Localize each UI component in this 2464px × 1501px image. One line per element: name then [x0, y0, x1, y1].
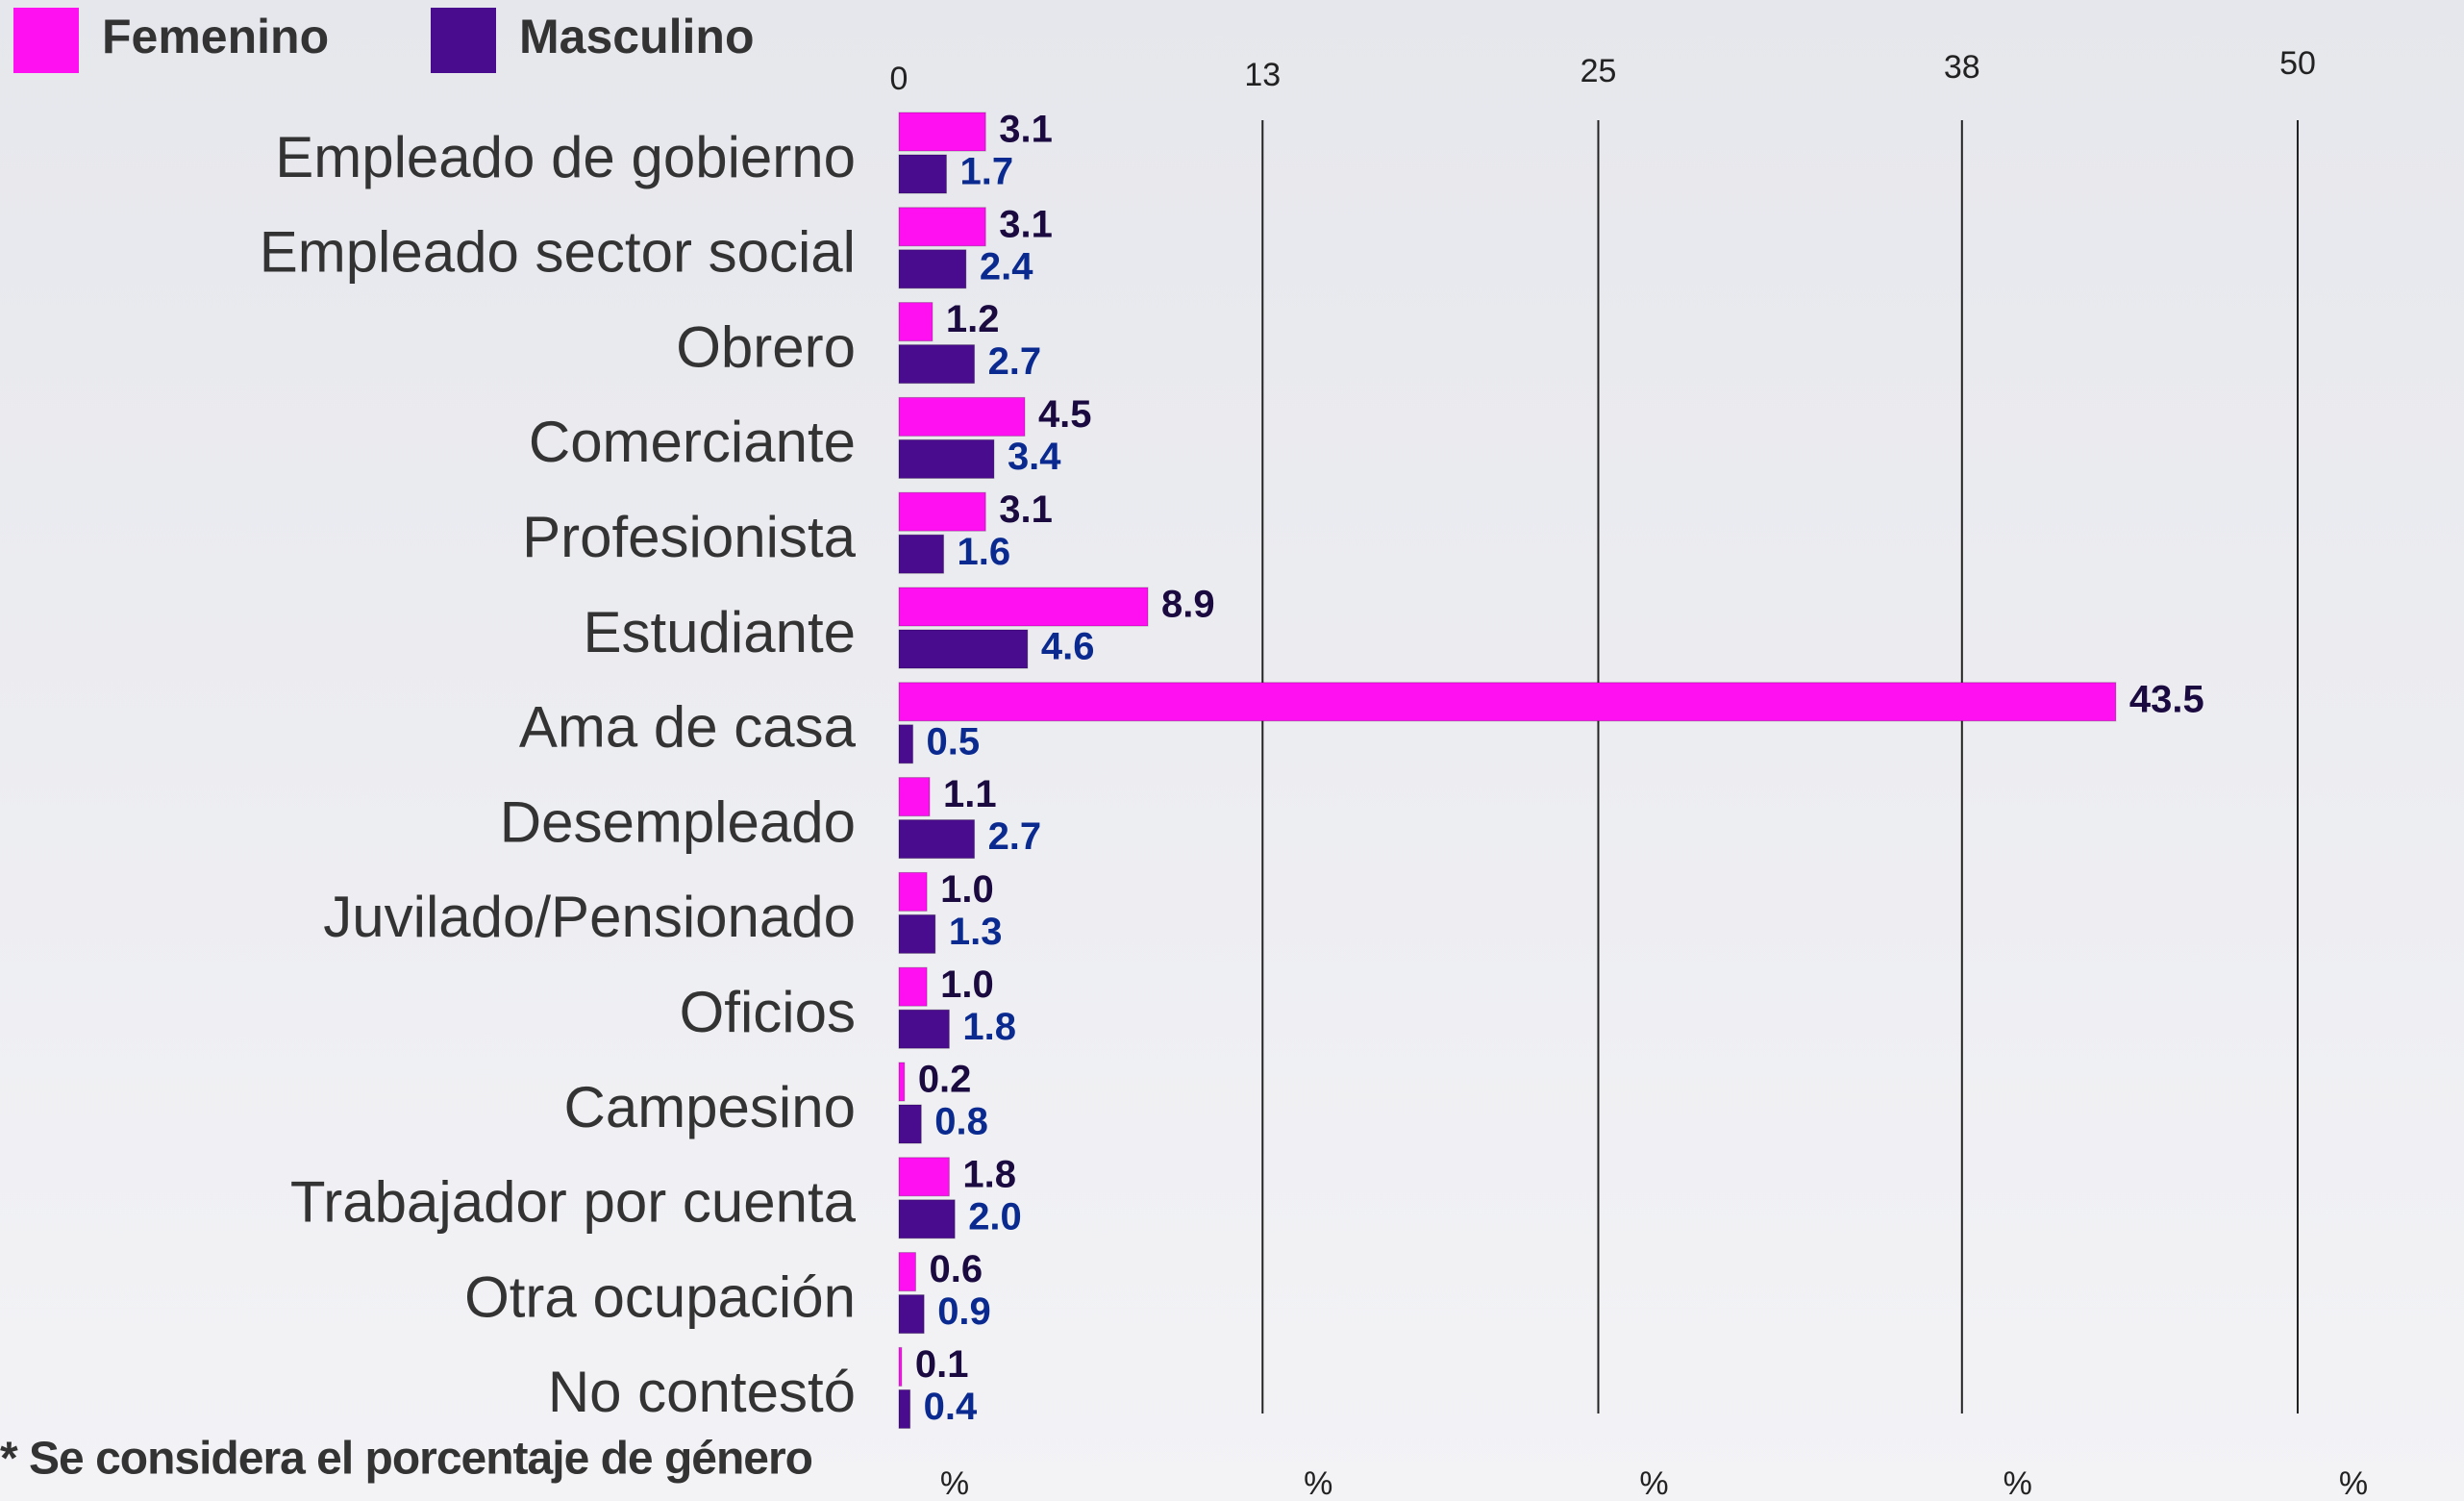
- category-label: Oficios: [680, 980, 856, 1044]
- x-tick-label: 50: [2279, 45, 2316, 82]
- category-label: Estudiante: [583, 600, 856, 664]
- category-label: No contestó: [548, 1360, 856, 1424]
- bar: [898, 249, 967, 289]
- x-tick-label: 25: [1580, 53, 1617, 89]
- bar: [898, 1199, 956, 1239]
- value-label: 0.4: [924, 1386, 978, 1428]
- legend-label: Femenino: [102, 10, 329, 63]
- category-label: Campesino: [564, 1075, 857, 1139]
- value-label: 3.4: [1008, 436, 1061, 478]
- category-label: Ama de casa: [519, 695, 857, 760]
- bar: [898, 724, 914, 764]
- legend-swatch: [13, 8, 79, 73]
- value-label: 4.5: [1038, 393, 1092, 436]
- bar: [898, 491, 986, 532]
- legend-swatch: [431, 8, 496, 73]
- category-label: Comerciante: [529, 410, 856, 474]
- value-label: 1.8: [962, 1153, 1016, 1195]
- x-tick-label: 38: [1944, 49, 1980, 86]
- value-label: 1.1: [943, 773, 997, 815]
- value-label: 0.2: [918, 1059, 972, 1101]
- bar: [898, 396, 1026, 437]
- bar: [898, 913, 936, 954]
- bar: [898, 1104, 922, 1144]
- bar: [898, 777, 931, 817]
- x-axis-label: %: [940, 1465, 969, 1501]
- bar: [898, 112, 986, 152]
- x-tick-label: 13: [1244, 57, 1281, 93]
- value-label: 1.6: [958, 531, 1011, 573]
- value-label: 2.0: [968, 1195, 1022, 1238]
- value-label: 1.8: [962, 1006, 1016, 1048]
- bar: [898, 682, 2117, 722]
- bar: [898, 1294, 925, 1335]
- value-label: 1.2: [946, 298, 1000, 340]
- bar: [898, 207, 986, 247]
- bar: [898, 1009, 950, 1049]
- footnote: * Se considera el porcentaje de género: [0, 1434, 812, 1485]
- category-label: Juvilado/Pensionado: [323, 885, 856, 949]
- value-label: 2.7: [988, 815, 1042, 858]
- value-label: 2.4: [980, 245, 1033, 288]
- value-label: 1.3: [949, 911, 1003, 953]
- category-label: Profesionista: [522, 505, 856, 569]
- bar: [898, 966, 928, 1007]
- value-label: 1.7: [959, 151, 1013, 193]
- bar: [898, 154, 947, 194]
- value-label: 0.1: [915, 1343, 969, 1386]
- category-label: Trabajador por cuenta: [290, 1170, 857, 1235]
- bar: [898, 1157, 950, 1197]
- value-label: 3.1: [999, 109, 1053, 151]
- value-label: 0.6: [929, 1248, 983, 1290]
- category-label: Otra ocupación: [464, 1264, 856, 1329]
- bar: [898, 344, 976, 385]
- bar: [898, 438, 995, 479]
- value-label: 1.0: [940, 868, 994, 911]
- x-axis-label: %: [2004, 1465, 2032, 1501]
- legend-label: Masculino: [519, 10, 754, 63]
- x-tick-label: 0: [890, 61, 908, 97]
- value-label: 0.9: [937, 1290, 991, 1333]
- category-label: Empleado sector social: [260, 220, 856, 285]
- bar: [898, 587, 1149, 627]
- value-label: 3.1: [999, 203, 1053, 245]
- x-axis-label: %: [2339, 1465, 2368, 1501]
- bar: [898, 534, 945, 574]
- value-label: 3.1: [999, 488, 1053, 531]
- bar: [898, 1252, 916, 1292]
- value-label: 1.0: [940, 963, 994, 1006]
- value-label: 0.5: [927, 720, 981, 763]
- bar: [898, 302, 933, 342]
- value-label: 43.5: [2129, 678, 2204, 720]
- bar: [898, 1388, 911, 1429]
- bar: [898, 819, 976, 860]
- x-axis-label: %: [1304, 1465, 1332, 1501]
- bar: [898, 1062, 906, 1102]
- bar: [898, 1346, 903, 1387]
- category-label: Desempleado: [500, 789, 856, 854]
- value-label: 4.6: [1041, 626, 1095, 668]
- category-label: Obrero: [676, 314, 856, 379]
- value-label: 0.8: [934, 1101, 988, 1143]
- value-label: 2.7: [988, 340, 1042, 383]
- bar: [898, 871, 928, 912]
- value-label: 8.9: [1161, 584, 1215, 626]
- bar: [898, 629, 1029, 669]
- category-label: Empleado de gobierno: [275, 125, 856, 189]
- x-axis-label: %: [1639, 1465, 1668, 1501]
